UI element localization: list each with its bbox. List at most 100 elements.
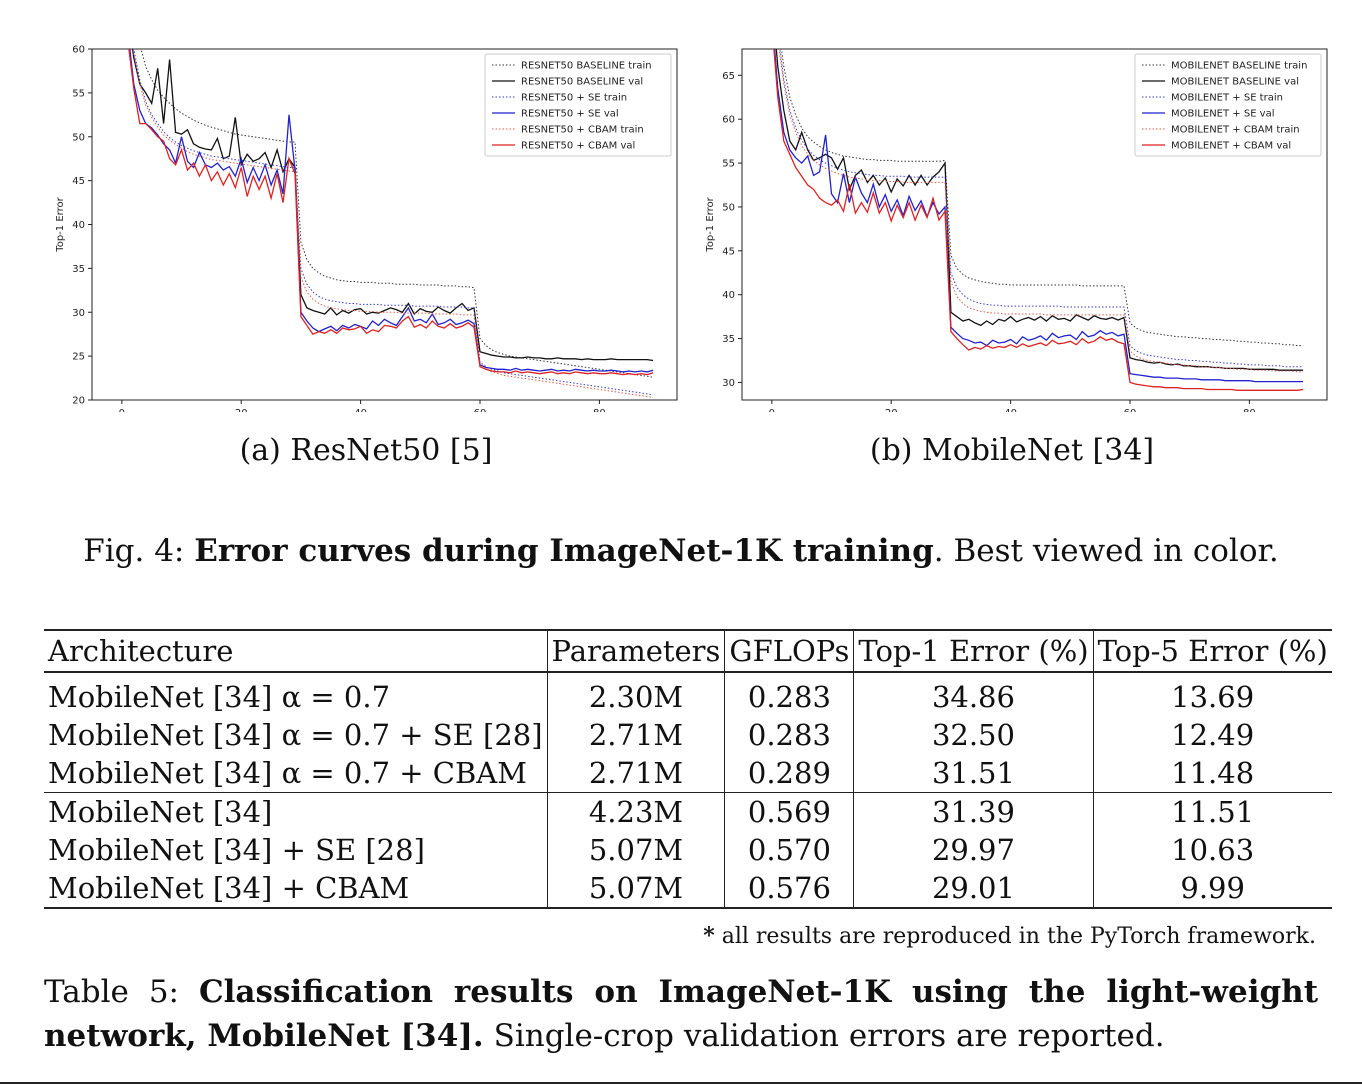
x-tick-label: 40 — [354, 408, 367, 412]
figure-caption: Fig. 4: Error curves during ImageNet-1K … — [0, 533, 1362, 569]
series-group — [128, 49, 654, 398]
figure-caption-bold: Error curves during ImageNet-1K training — [194, 533, 934, 569]
subcaption-mobilenet: (b) MobileNet [34] — [869, 433, 1155, 468]
cell-arch: MobileNet [34] — [44, 792, 548, 831]
x-tick-label: 80 — [1243, 408, 1256, 412]
cell-top1: 32.50 — [853, 716, 1094, 754]
header-gflops: GFLOPs — [724, 629, 855, 673]
legend-box — [484, 53, 672, 157]
subcaption-resnet50: (a) ResNet50 [5] — [239, 433, 493, 468]
cell-top5: 10.63 — [1171, 833, 1255, 867]
table-row: MobileNet [34] 4.23M 0.569 31.39 11.51 — [44, 792, 1332, 831]
series-line — [773, 49, 1304, 391]
legend-label: MOBILENET + CBAM train — [1171, 125, 1300, 136]
legend-label: MOBILENET BASELINE val — [1171, 77, 1299, 88]
series-line — [128, 49, 654, 376]
legend-label: MOBILENET BASELINE train — [1171, 61, 1307, 72]
y-tick-label: 35 — [722, 334, 735, 345]
cell-top5: 13.69 — [1093, 671, 1332, 716]
header-top1: Top-1 Error (%) — [853, 629, 1094, 673]
y-axis-label: Top-1 Error — [55, 196, 66, 252]
cell-gflops: 0.289 — [724, 754, 855, 793]
series-line — [780, 49, 1304, 347]
y-tick-label: 30 — [722, 378, 735, 389]
legend-label: RESNET50 + CBAM train — [521, 125, 644, 136]
table-header-row: Architecture Parameters GFLOPs Top-1 Err… — [44, 629, 1332, 673]
table-footnote: * all results are reproduced in the PyTo… — [703, 923, 1316, 949]
legend-label: MOBILENET + SE val — [1171, 109, 1275, 120]
cell-params: 2.71M — [547, 716, 726, 754]
series-line — [773, 49, 1304, 383]
cell-top1: 31.51 — [853, 754, 1094, 793]
cell-top5: 11.48 — [1171, 756, 1255, 790]
cell-gflops: 0.569 — [724, 792, 855, 831]
series-line — [140, 49, 654, 378]
x-tick-label: 20 — [885, 408, 898, 412]
cell-top1: 29.97 — [853, 831, 1094, 869]
y-tick-label: 60 — [722, 115, 735, 126]
legend-label: RESNET50 BASELINE train — [521, 61, 652, 72]
cell-arch: MobileNet [34] + CBAM — [44, 869, 548, 909]
chart-mobilenet: 0 20 40 60 80 30 35 40 45 50 55 60 65 Top-1 Error MOBI… — [690, 40, 1340, 412]
y-tick-label: 45 — [722, 246, 735, 257]
legend-label: MOBILENET + CBAM val — [1171, 141, 1291, 152]
legend-label: MOBILENET + SE train — [1171, 93, 1283, 104]
cell-arch: MobileNet [34] α = 0.7 + CBAM — [44, 754, 548, 793]
series-line — [775, 49, 1304, 371]
cell-gflops: 0.283 — [724, 671, 855, 716]
cell-top1: 31.39 — [853, 792, 1094, 831]
cell-params: 2.30M — [547, 671, 726, 716]
legend-label: RESNET50 + SE train — [521, 93, 627, 104]
x-tick-label: 40 — [1004, 408, 1017, 412]
series-group — [773, 49, 1304, 391]
table-row: MobileNet [34] α = 0.7 + CBAM 2.71M 0.28… — [44, 754, 1332, 793]
chart-resnet50: 0 20 40 60 80 20 25 30 35 40 45 50 55 60 Top-1 Error RE… — [40, 40, 690, 412]
x-tick-label: 80 — [593, 408, 606, 412]
table-caption-bold: Classification results on ImageNet-1K us… — [44, 974, 1319, 1054]
figure-caption-suffix: . Best viewed in color. — [933, 533, 1279, 569]
y-tick-label: 65 — [722, 71, 735, 82]
series-line — [129, 49, 654, 373]
cell-params: 4.23M — [547, 792, 726, 831]
y-tick-label: 55 — [722, 159, 735, 170]
cell-params: 5.07M — [547, 831, 726, 869]
x-tick-label: 60 — [1124, 408, 1137, 412]
footnote-text: all results are reproduced in the PyTorc… — [714, 924, 1316, 949]
table-row: MobileNet [34] α = 0.7 2.30M 0.283 34.86… — [44, 671, 1332, 716]
figure-caption-prefix: Fig. 4: — [83, 533, 195, 569]
series-line — [132, 49, 654, 398]
cell-gflops: 0.570 — [724, 831, 855, 869]
y-tick-label: 45 — [72, 176, 85, 187]
x-tick-label: 20 — [235, 408, 248, 412]
cell-top5: 12.49 — [1171, 718, 1255, 752]
header-architecture: Architecture — [44, 629, 548, 673]
cell-top5: 9.99 — [1093, 869, 1332, 909]
x-tick-label: 60 — [474, 408, 487, 412]
cell-params: 5.07M — [547, 869, 726, 909]
results-table: Architecture Parameters GFLOPs Top-1 Err… — [44, 629, 1332, 909]
legend-label: RESNET50 + CBAM val — [521, 141, 635, 152]
header-top5: Top-5 Error (%) — [1093, 629, 1332, 673]
y-tick-label: 25 — [72, 352, 85, 363]
y-tick-label: 40 — [72, 220, 85, 231]
legend-box — [1134, 53, 1322, 157]
y-tick-label: 50 — [72, 132, 85, 143]
x-tick-label: 0 — [119, 408, 125, 412]
y-tick-label: 50 — [722, 202, 735, 213]
series-line — [131, 49, 654, 362]
y-tick-label: 40 — [722, 290, 735, 301]
cell-arch: MobileNet [34] α = 0.7 — [44, 671, 548, 716]
cell-params: 2.71M — [547, 754, 726, 793]
chart-resnet50-svg: 0 20 40 60 80 20 25 30 35 40 45 50 55 60 Top-1 Error RE… — [55, 45, 678, 412]
table-row: MobileNet [34] + SE [28] 5.07M 0.570 29.… — [44, 831, 1332, 869]
cell-top1: 34.86 — [853, 671, 1094, 716]
cell-arch: MobileNet [34] α = 0.7 + SE [28] — [44, 716, 548, 754]
y-tick-label: 20 — [72, 396, 85, 407]
cell-arch: MobileNet [34] + SE [28] — [44, 831, 548, 869]
x-tick-label: 0 — [769, 408, 775, 412]
table-row: MobileNet [34] α = 0.7 + SE [28] 2.71M 0… — [44, 716, 1332, 754]
legend-label: RESNET50 BASELINE val — [521, 77, 643, 88]
cell-gflops: 0.283 — [724, 716, 855, 754]
table-caption-suffix: Single-crop validation errors are report… — [483, 1018, 1165, 1054]
chart-mobilenet-svg: 0 20 40 60 80 30 35 40 45 50 55 60 65 Top-1 Error MOBI… — [705, 48, 1328, 412]
